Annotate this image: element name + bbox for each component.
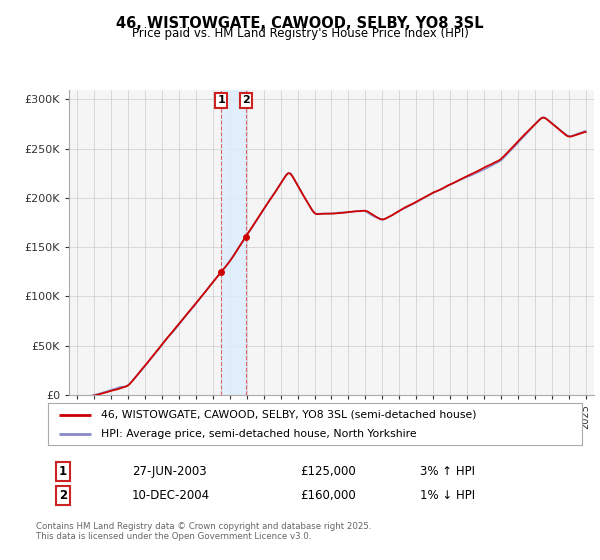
Text: 1: 1: [59, 465, 67, 478]
Text: 3% ↑ HPI: 3% ↑ HPI: [420, 465, 475, 478]
Text: 46, WISTOWGATE, CAWOOD, SELBY, YO8 3SL (semi-detached house): 46, WISTOWGATE, CAWOOD, SELBY, YO8 3SL (…: [101, 409, 477, 419]
Text: 2: 2: [242, 95, 250, 105]
Text: HPI: Average price, semi-detached house, North Yorkshire: HPI: Average price, semi-detached house,…: [101, 429, 417, 439]
Text: £160,000: £160,000: [300, 489, 356, 502]
Text: Contains HM Land Registry data © Crown copyright and database right 2025.
This d: Contains HM Land Registry data © Crown c…: [36, 522, 371, 542]
Bar: [221, 90, 246, 395]
Text: 46, WISTOWGATE, CAWOOD, SELBY, YO8 3SL: 46, WISTOWGATE, CAWOOD, SELBY, YO8 3SL: [116, 16, 484, 31]
Text: 1% ↓ HPI: 1% ↓ HPI: [420, 489, 475, 502]
Text: 27-JUN-2003: 27-JUN-2003: [132, 465, 206, 478]
Text: £125,000: £125,000: [300, 465, 356, 478]
Text: Price paid vs. HM Land Registry's House Price Index (HPI): Price paid vs. HM Land Registry's House …: [131, 27, 469, 40]
Text: 10-DEC-2004: 10-DEC-2004: [132, 489, 210, 502]
Text: 2: 2: [59, 489, 67, 502]
Text: 1: 1: [217, 95, 225, 105]
